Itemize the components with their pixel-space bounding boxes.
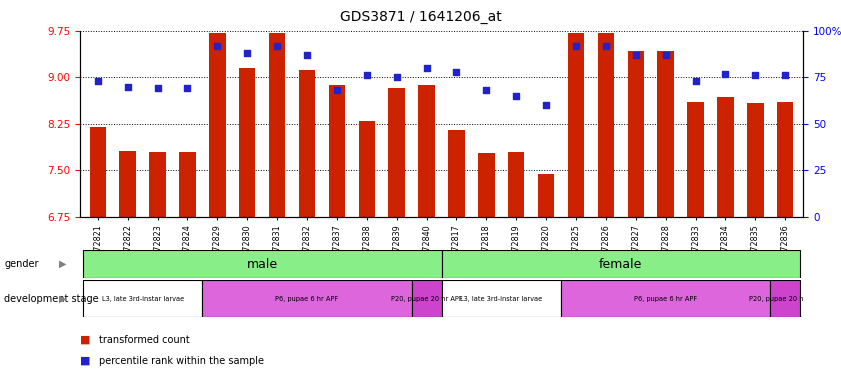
Point — [300, 52, 314, 58]
Text: P20, pupae 20 hr APF: P20, pupae 20 hr APF — [391, 296, 463, 301]
Bar — [561, 280, 770, 317]
Text: ▶: ▶ — [60, 259, 66, 269]
Point — [420, 65, 433, 71]
Text: P6, pupae 6 hr APF: P6, pupae 6 hr APF — [634, 296, 697, 301]
Text: percentile rank within the sample: percentile rank within the sample — [99, 356, 264, 366]
Bar — [747, 103, 764, 217]
Point — [181, 85, 194, 91]
Bar — [209, 33, 225, 217]
Bar — [239, 68, 256, 217]
Bar — [90, 127, 106, 217]
Text: ■: ■ — [80, 356, 90, 366]
Bar — [448, 130, 465, 217]
Text: GDS3871 / 1641206_at: GDS3871 / 1641206_at — [340, 10, 501, 23]
Bar — [389, 88, 405, 217]
Point — [390, 74, 404, 80]
Text: transformed count: transformed count — [99, 335, 190, 345]
Bar — [538, 174, 554, 217]
Bar — [777, 102, 793, 217]
Text: ▶: ▶ — [60, 293, 66, 304]
Bar — [568, 33, 584, 217]
Bar — [598, 33, 614, 217]
Bar — [418, 85, 435, 217]
Text: gender: gender — [4, 259, 39, 269]
Bar — [119, 151, 136, 217]
Point — [210, 43, 224, 49]
Bar — [150, 152, 166, 217]
Point — [479, 87, 493, 93]
Point — [659, 52, 673, 58]
Bar — [442, 250, 800, 278]
Point — [689, 78, 702, 84]
Text: ■: ■ — [80, 335, 90, 345]
Point — [599, 43, 612, 49]
Point — [331, 87, 344, 93]
Text: L3, late 3rd-instar larvae: L3, late 3rd-instar larvae — [460, 296, 542, 301]
Point — [450, 69, 463, 75]
Text: male: male — [246, 258, 278, 270]
Bar — [770, 280, 800, 317]
Bar — [299, 70, 315, 217]
Bar — [179, 152, 196, 217]
Bar — [627, 51, 644, 217]
Text: female: female — [599, 258, 643, 270]
Bar — [442, 280, 561, 317]
Point — [719, 71, 733, 77]
Bar — [269, 33, 285, 217]
Bar — [687, 102, 704, 217]
Text: L3, late 3rd-instar larvae: L3, late 3rd-instar larvae — [102, 296, 184, 301]
Point — [779, 72, 792, 78]
Point — [569, 43, 583, 49]
Bar — [203, 280, 411, 317]
Bar — [83, 280, 203, 317]
Point — [510, 93, 523, 99]
Bar — [358, 121, 375, 217]
Point — [629, 52, 643, 58]
Point — [360, 72, 373, 78]
Bar — [411, 280, 442, 317]
Bar — [717, 97, 733, 217]
Text: P20, pupae 20 hr APF: P20, pupae 20 hr APF — [749, 296, 821, 301]
Bar — [508, 152, 525, 217]
Point — [121, 84, 135, 90]
Point — [91, 78, 104, 84]
Point — [539, 102, 553, 108]
Point — [271, 43, 284, 49]
Bar — [329, 85, 345, 217]
Text: P6, pupae 6 hr APF: P6, pupae 6 hr APF — [276, 296, 339, 301]
Point — [151, 85, 164, 91]
Point — [241, 50, 254, 56]
Bar — [83, 250, 442, 278]
Text: development stage: development stage — [4, 293, 99, 304]
Bar — [658, 51, 674, 217]
Point — [748, 72, 762, 78]
Bar — [479, 153, 495, 217]
